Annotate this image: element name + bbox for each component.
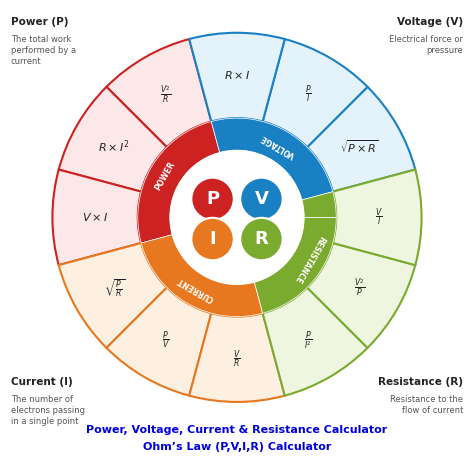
Text: $\frac{V}{I}$: $\frac{V}{I}$ — [375, 206, 383, 228]
Text: $R \times I^2$: $R \times I^2$ — [98, 138, 130, 155]
Wedge shape — [211, 118, 333, 200]
Text: Ohm’s Law (P,V,I,R) Calculator: Ohm’s Law (P,V,I,R) Calculator — [143, 442, 331, 452]
Text: $\frac{V^2}{R}$: $\frac{V^2}{R}$ — [160, 85, 172, 105]
Circle shape — [170, 150, 304, 284]
Text: $\frac{P}{V}$: $\frac{P}{V}$ — [162, 330, 170, 351]
Text: $\sqrt{\frac{P}{R}}$: $\sqrt{\frac{P}{R}}$ — [103, 278, 125, 299]
Text: R: R — [255, 230, 268, 248]
Circle shape — [240, 218, 283, 260]
Wedge shape — [307, 87, 415, 191]
Text: $V \times I$: $V \times I$ — [82, 212, 108, 223]
Wedge shape — [107, 39, 211, 147]
Text: POWER: POWER — [153, 160, 177, 192]
Text: RESISTANCE: RESISTANCE — [292, 234, 326, 284]
Text: P: P — [206, 190, 219, 208]
Text: Power (P): Power (P) — [11, 17, 68, 27]
Text: Current (I): Current (I) — [11, 376, 73, 387]
Text: Voltage (V): Voltage (V) — [397, 17, 463, 27]
Text: V: V — [255, 190, 268, 208]
Wedge shape — [53, 170, 141, 265]
Wedge shape — [255, 217, 336, 313]
Wedge shape — [138, 121, 219, 243]
Text: I: I — [209, 230, 216, 248]
Text: The total work
performed by a
current: The total work performed by a current — [11, 35, 76, 66]
Text: Resistance (R): Resistance (R) — [378, 376, 463, 387]
Text: $\frac{V}{R}$: $\frac{V}{R}$ — [233, 348, 241, 370]
Wedge shape — [263, 288, 367, 396]
Text: $\frac{P}{I^2}$: $\frac{P}{I^2}$ — [304, 329, 312, 352]
Text: $\frac{P}{I}$: $\frac{P}{I}$ — [305, 84, 311, 105]
Wedge shape — [263, 39, 367, 147]
Text: VOLTAGE: VOLTAGE — [260, 132, 297, 159]
Circle shape — [191, 218, 234, 260]
Wedge shape — [307, 243, 415, 348]
Text: $\sqrt{P \times R}$: $\sqrt{P \times R}$ — [340, 138, 379, 155]
Text: The number of
electrons passing
in a single point: The number of electrons passing in a sin… — [11, 395, 85, 426]
Wedge shape — [59, 243, 167, 348]
Circle shape — [240, 177, 283, 220]
Text: $\frac{V^2}{P}$: $\frac{V^2}{P}$ — [354, 278, 365, 298]
Text: Electrical force or
pressure: Electrical force or pressure — [389, 35, 463, 55]
Wedge shape — [333, 170, 421, 265]
Text: CURRENT: CURRENT — [175, 275, 215, 304]
Wedge shape — [301, 191, 336, 217]
Wedge shape — [141, 234, 263, 317]
Text: Power, Voltage, Current & Resistance Calculator: Power, Voltage, Current & Resistance Cal… — [86, 425, 388, 435]
Text: Resistance to the
flow of current: Resistance to the flow of current — [390, 395, 463, 415]
Wedge shape — [189, 33, 285, 121]
Wedge shape — [59, 87, 167, 191]
Wedge shape — [107, 288, 211, 396]
Circle shape — [191, 177, 234, 220]
Wedge shape — [189, 313, 285, 402]
Text: $R \times I$: $R \times I$ — [224, 70, 250, 81]
